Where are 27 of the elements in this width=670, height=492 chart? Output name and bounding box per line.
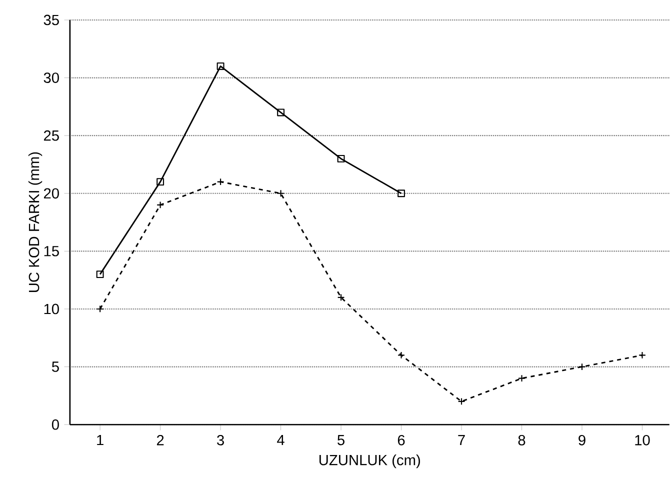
x-tick-label: 5: [338, 435, 344, 446]
point: [398, 190, 405, 198]
x-tick-label: 2: [156, 435, 164, 446]
point: [277, 108, 285, 116]
x-tick-label: 9: [578, 435, 586, 446]
y-tick-label: 10: [44, 304, 59, 314]
y-tick-label: 15: [44, 246, 59, 257]
point: [96, 270, 104, 278]
point: [337, 155, 345, 163]
x-tick-label: 8: [518, 435, 526, 446]
y-tick-label: 25: [44, 130, 59, 142]
y-tick-label: 20: [44, 188, 59, 199]
x-tick-label: 6: [398, 435, 405, 446]
x-tick-label: 3: [217, 435, 224, 446]
x-tick-label: 4: [277, 435, 284, 446]
x-axis-title: UZUNLUK (cm): [319, 454, 420, 468]
x-tick-label: 1: [97, 435, 104, 446]
x-tick-label: 10: [635, 435, 650, 446]
y-axis-title: UC KOD FARKI (mm): [28, 152, 42, 292]
y-tick-label: 0: [52, 420, 59, 430]
y-tick-label: 5: [52, 362, 59, 372]
x-tick-label: 7: [458, 435, 465, 446]
point: [458, 398, 466, 406]
point: [216, 62, 224, 70]
y-tick-label: 35: [44, 15, 59, 26]
y-tick-label: 30: [44, 72, 59, 84]
point: [156, 178, 164, 186]
